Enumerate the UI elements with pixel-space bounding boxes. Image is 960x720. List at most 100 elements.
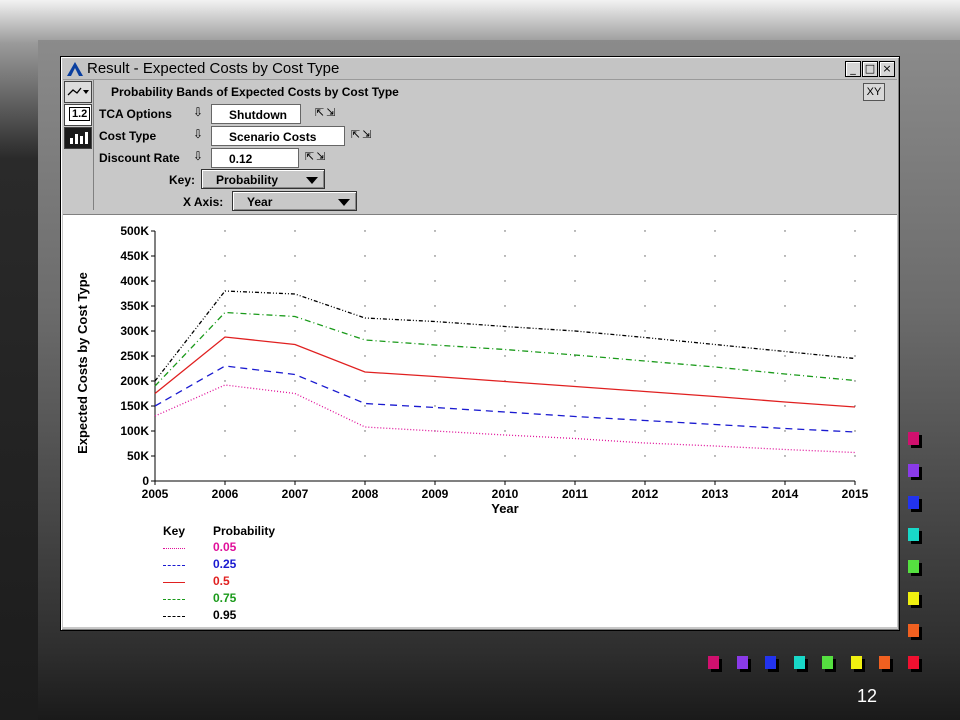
grid-dot [434, 380, 436, 382]
result-window: Result - Expected Costs by Cost Type _ □… [60, 56, 900, 631]
grid-dot [714, 405, 716, 407]
y-axis-label: Expected Costs by Cost Type [75, 272, 90, 454]
index-label-tca-options: TCA Options [99, 107, 172, 121]
x-tick-label: 2006 [212, 487, 239, 501]
grid-dot [784, 430, 786, 432]
row-actions-icon[interactable]: ⇱⇲ [315, 106, 338, 119]
title-bar[interactable]: Result - Expected Costs by Cost Type _ □… [63, 59, 897, 80]
grid-dot [364, 280, 366, 282]
grid-dot [644, 230, 646, 232]
grid-dot [294, 355, 296, 357]
grid-dot [574, 380, 576, 382]
grid-dot [574, 255, 576, 257]
grid-dot [644, 430, 646, 432]
down-arrow-icon[interactable]: ⇩ [193, 127, 204, 141]
legend-key-title: Key [163, 524, 186, 538]
x-tick-label: 2012 [632, 487, 659, 501]
series-line-0.95 [154, 290, 856, 382]
grid-dot [784, 355, 786, 357]
y-tick-label: 150K [120, 399, 149, 413]
grid-dot [434, 355, 436, 357]
grid-dot [434, 330, 436, 332]
legend-item: 0.95 [163, 608, 363, 624]
grid-dot [294, 405, 296, 407]
index-controls: Probability Bands of Expected Costs by C… [95, 80, 895, 212]
grid-dot [854, 280, 856, 282]
grid-dot [784, 230, 786, 232]
grid-dot [364, 330, 366, 332]
graph-view-icon [70, 132, 88, 144]
number-format-icon: 1.2 [69, 107, 91, 121]
grid-dot [294, 330, 296, 332]
key-label: Key: [169, 173, 196, 187]
grid-dot [364, 430, 366, 432]
grid-dot [364, 355, 366, 357]
grid-dot [504, 330, 506, 332]
grid-dot [504, 305, 506, 307]
y-tick-label: 100K [120, 424, 149, 438]
grid-dot [224, 280, 226, 282]
grid-dot [784, 255, 786, 257]
decorative-square [908, 496, 919, 509]
decorative-square [908, 464, 919, 477]
xaxis-label: X Axis: [183, 195, 224, 209]
grid-dot [784, 380, 786, 382]
row-actions-icon[interactable]: ⇱⇲ [305, 150, 328, 163]
maximize-button[interactable]: □ [862, 61, 878, 77]
close-button[interactable]: × [879, 61, 895, 77]
tca-options-field[interactable]: Shutdown [211, 104, 301, 124]
row-actions-icon[interactable]: ⇱⇲ [351, 128, 374, 141]
y-tick-label: 450K [120, 249, 149, 263]
minimize-button[interactable]: _ [845, 61, 861, 77]
cost-type-field[interactable]: Scenario Costs [211, 126, 345, 146]
legend-label: 0.75 [213, 591, 237, 605]
legend-swatch [163, 565, 185, 566]
decorative-square [879, 656, 890, 669]
legend-label: 0.05 [213, 540, 237, 554]
grid-dot [364, 230, 366, 232]
x-tick-label: 2005 [142, 487, 169, 501]
xy-toggle-button[interactable]: XY [863, 83, 885, 101]
legend-label: 0.95 [213, 608, 237, 622]
grid-dot [224, 430, 226, 432]
grid-dot [714, 380, 716, 382]
grid-dot [224, 230, 226, 232]
graph-view-button[interactable] [64, 127, 92, 149]
grid-dot [854, 230, 856, 232]
down-arrow-icon[interactable]: ⇩ [193, 105, 204, 119]
grid-dot [784, 405, 786, 407]
grid-dot [504, 255, 506, 257]
chart-heading: Probability Bands of Expected Costs by C… [111, 85, 399, 99]
down-arrow-icon[interactable]: ⇩ [193, 149, 204, 163]
dropdown-arrow-icon [338, 199, 350, 206]
key-dropdown[interactable]: Probability [201, 169, 325, 189]
grid-dot [854, 355, 856, 357]
key-dropdown-value: Probability [216, 173, 279, 187]
dropdown-arrow-icon [306, 177, 318, 184]
decorative-square [908, 560, 919, 573]
decorative-square [736, 656, 748, 669]
decorative-square [908, 528, 919, 541]
xaxis-dropdown[interactable]: Year [232, 191, 357, 211]
grid-dot [644, 455, 646, 457]
decorative-square [822, 656, 833, 669]
decorative-square [908, 592, 919, 605]
number-format-button[interactable]: 1.2 [64, 104, 92, 126]
discount-rate-field[interactable]: 0.12 [211, 148, 299, 168]
grid-dot [434, 455, 436, 457]
grid-dot [784, 305, 786, 307]
chart-type-button[interactable] [64, 81, 92, 103]
decorative-square [765, 656, 776, 669]
y-tick-label: 0 [142, 474, 149, 488]
grid-dot [854, 430, 856, 432]
x-axis-label: Year [491, 501, 518, 516]
view-toolbar: 1.2 [63, 80, 94, 210]
grid-dot [854, 455, 856, 457]
chart-type-icon [67, 87, 89, 96]
x-tick-label: 2007 [282, 487, 309, 501]
grid-dot [854, 305, 856, 307]
x-tick-label: 2009 [422, 487, 449, 501]
grid-dot [364, 255, 366, 257]
grid-dot [644, 255, 646, 257]
grid-dot [644, 380, 646, 382]
